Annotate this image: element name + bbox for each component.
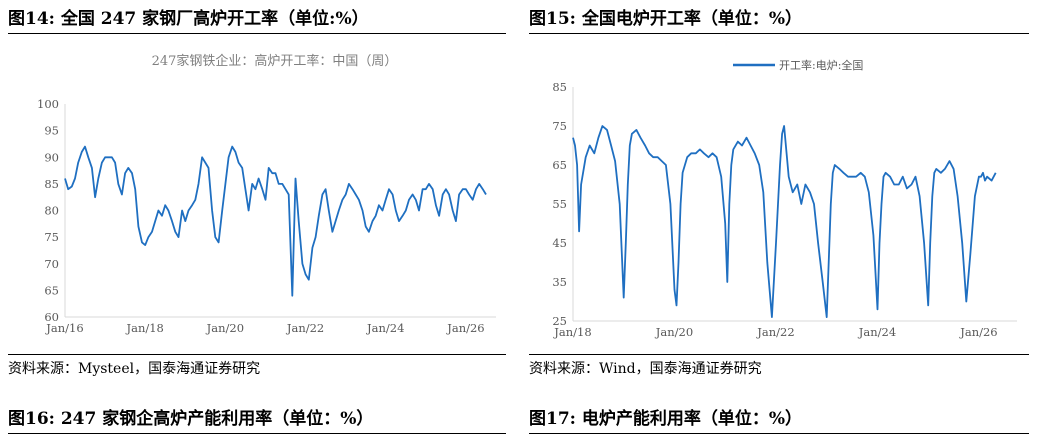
y-tick-label: 90 [44,150,59,164]
legend-label: 开工率:电炉:全国 [779,58,863,72]
y-tick-label: 100 [37,97,59,111]
series-line [572,125,997,319]
x-tick-label: Jan/24 [858,325,896,339]
y-tick-label: 85 [552,80,567,94]
x-tick-label: Jan/16 [45,321,83,335]
figure-14-title: 图14: 全国 247 家钢厂高炉开工率（单位:%） [8,9,369,29]
figure-17-title: 图17: 电炉产能利用率（单位：%） [529,409,803,429]
electric-furnace-chart: 开工率:电炉:全国 25 35 45 55 65 75 85 Jan/18 Jan/20 Jan/2… [529,40,1029,352]
y-tick-label: 25 [552,314,567,328]
y-tick-label: 65 [552,158,567,172]
figure-15-title: 图15: 全国电炉开工率（单位：%） [529,9,803,29]
electric-furnace-chart-svg: 开工率:电炉:全国 25 35 45 55 65 75 85 Jan/18 Jan/20 Jan/2… [552,58,1017,339]
figure-14-bottom-rule [8,354,506,355]
series-line [64,145,487,297]
x-tick-label: Jan/20 [655,325,693,339]
y-tick-label: 75 [552,119,567,133]
figure-14-source: 资料来源：Mysteel，国泰海通证券研究 [8,361,261,377]
figure-16-title: 图16: 247 家钢企高炉产能利用率（单位：%） [8,409,374,429]
y-tick-label: 80 [44,204,59,218]
blast-furnace-chart-svg: 247家钢铁企业：高炉开工率：中国（周） 60 65 70 75 80 85 90 95 100 J… [37,53,496,335]
x-tick-label: Jan/26 [446,321,484,335]
x-tick-label: Jan/26 [959,325,997,339]
y-tick-label: 95 [44,124,59,138]
x-tick-label: Jan/22 [286,321,324,335]
figure-14-top-rule [8,33,506,34]
x-tick-label: Jan/18 [125,321,163,335]
y-tick-label: 65 [44,283,59,297]
y-tick-label: 70 [44,257,59,271]
figure-16-top-rule [8,433,506,434]
y-tick-label: 75 [44,230,59,244]
x-tick-label: Jan/22 [756,325,794,339]
y-tick-label: 35 [552,275,567,289]
x-tick-label: Jan/20 [206,321,244,335]
x-tick-label: Jan/24 [366,321,404,335]
y-tick-label: 60 [44,310,59,324]
y-tick-label: 85 [44,177,59,191]
figure-15-top-rule [529,33,1029,34]
y-tick-label: 55 [552,197,567,211]
blast-furnace-chart: 247家钢铁企业：高炉开工率：中国（周） 60 65 70 75 80 85 90 95 100 J… [8,40,506,352]
chart-title: 247家钢铁企业：高炉开工率：中国（周） [152,53,398,69]
figure-15-bottom-rule [529,354,1029,355]
figure-17-top-rule [529,433,1029,434]
y-tick-label: 45 [552,236,567,250]
figure-15-source: 资料来源：Wind，国泰海通证券研究 [529,361,762,377]
x-tick-label: Jan/18 [553,325,591,339]
